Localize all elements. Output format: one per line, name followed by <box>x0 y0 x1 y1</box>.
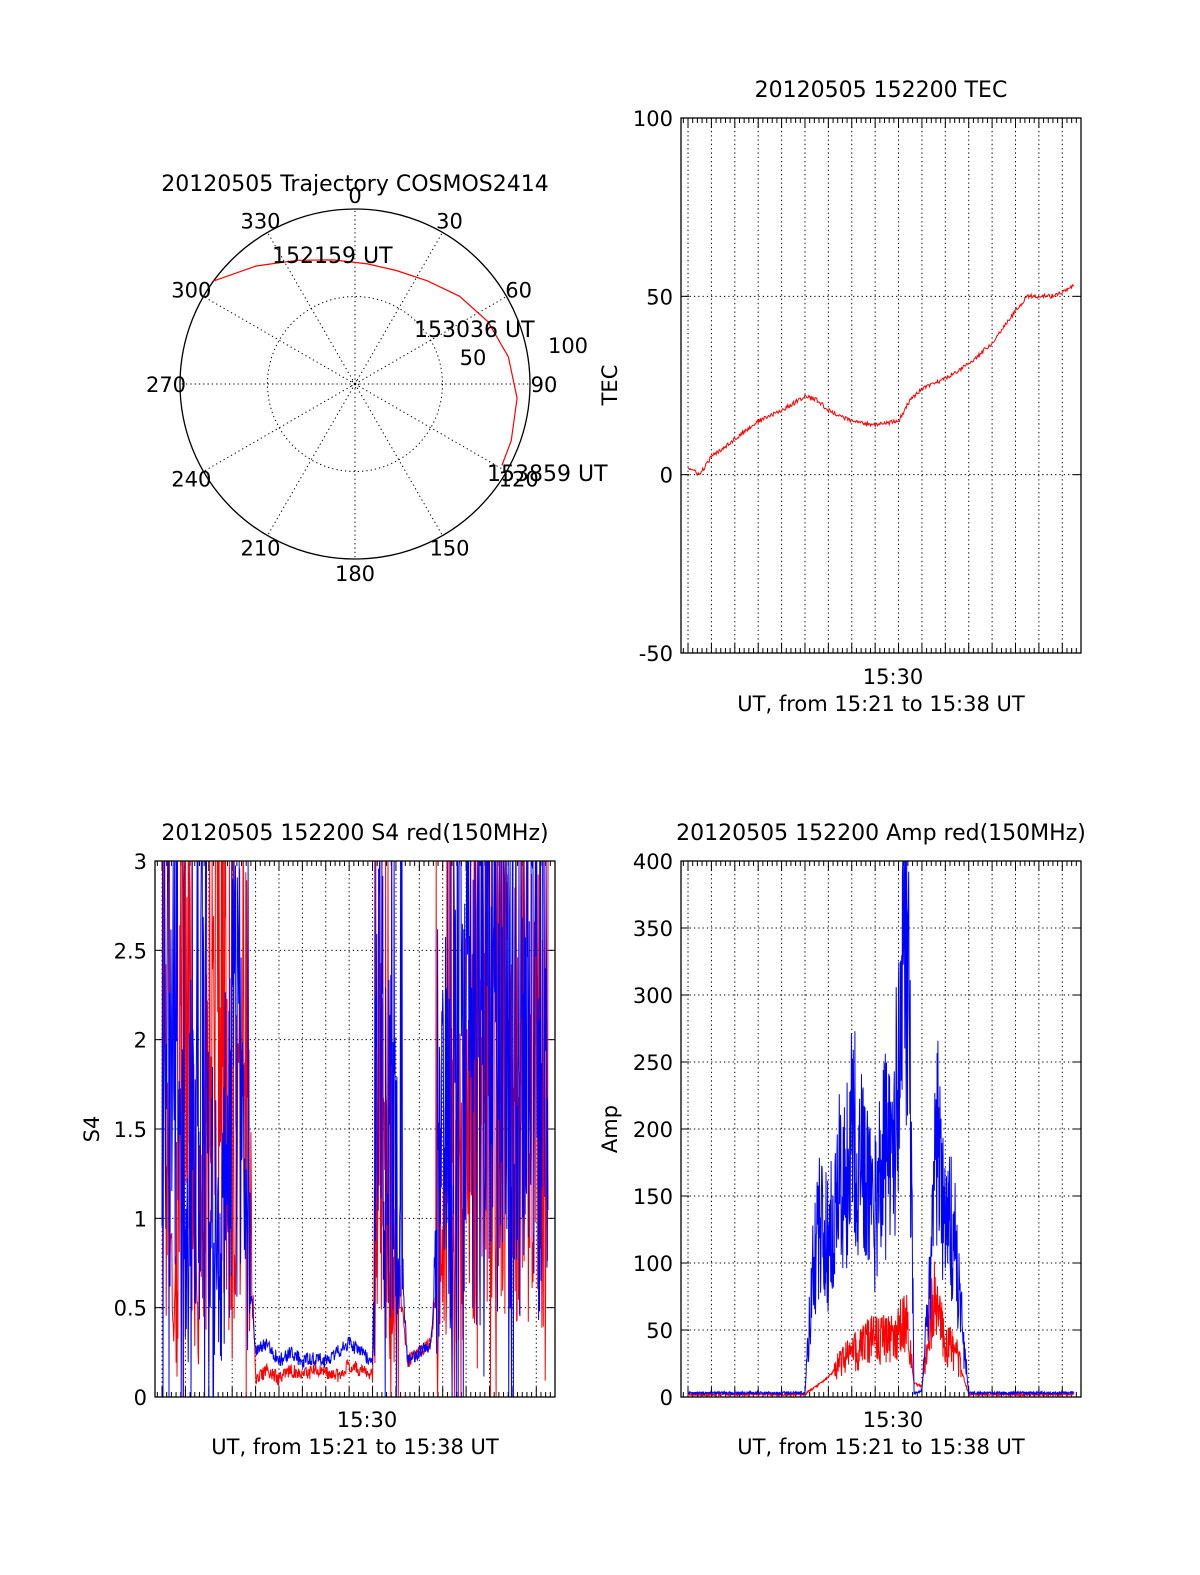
tec-y-tick-label: 100 <box>633 107 673 131</box>
tec-y-ticks: -50 0 50 100 <box>633 107 1082 666</box>
tec-x-axis-label: UT, from 15:21 to 15:38 UT <box>737 692 1025 716</box>
amp-y-tick-label: 200 <box>633 1118 673 1142</box>
trajectory-mid-label: 153036 UT <box>414 318 535 343</box>
trajectory-end-label: 153859 UT <box>487 462 608 487</box>
polar-spoke-210 <box>267 383 356 536</box>
tec-title: 20120505 152200 TEC <box>755 78 1008 103</box>
polar-angle-label-150: 150 <box>429 537 469 561</box>
trajectory-title: 20120505 Trajectory COSMOS2414 <box>161 172 548 197</box>
amp-grid <box>681 861 1081 1397</box>
s4-line-blue <box>161 860 549 1398</box>
polar-spoke-300 <box>203 296 356 385</box>
tec-series <box>687 283 1075 477</box>
polar-center <box>351 380 359 388</box>
trajectory-series <box>213 259 518 466</box>
s4-y-tick-label: 1 <box>134 1207 147 1231</box>
tec-x-tick-label: 15:30 <box>863 665 924 689</box>
s4-y-tick-label: 1.5 <box>114 1118 147 1142</box>
polar-angle-label-30: 30 <box>436 209 463 233</box>
amp-panel: 20120505 152200 Amp red(150MHz) 0 50 100 15… <box>598 821 1086 1459</box>
s4-x-axis-label: UT, from 15:21 to 15:38 UT <box>211 1435 499 1459</box>
polar-angle-label-90: 90 <box>531 373 558 397</box>
amp-y-tick-label: 300 <box>633 984 673 1008</box>
amp-y-axis-label: Amp <box>598 1105 622 1153</box>
trajectory-start-label: 152159 UT <box>272 244 393 269</box>
s4-plot-frame <box>154 860 556 1398</box>
tec-grid <box>681 118 1081 653</box>
amp-x-tick-label: 15:30 <box>863 1408 924 1432</box>
amp-y-tick-label: 400 <box>633 850 673 874</box>
polar-angle-label-180: 180 <box>335 562 375 586</box>
polar-ring-50 <box>267 296 443 472</box>
s4-x-tick-label: 15:30 <box>337 1408 398 1432</box>
amp-title: 20120505 152200 Amp red(150MHz) <box>676 821 1086 846</box>
tec-y-axis-label: TEC <box>598 365 622 407</box>
amp-y-tick-label: 50 <box>646 1319 673 1343</box>
tec-panel: 20120505 152200 TEC -50 0 50 100 15:30 UT, … <box>598 78 1082 716</box>
trajectory-line <box>213 259 518 466</box>
polar-radial-label-100: 100 <box>548 334 588 358</box>
amp-y-tick-label: 350 <box>633 917 673 941</box>
s4-y-tick-label: 3 <box>134 850 147 874</box>
polar-spoke-120 <box>354 383 507 472</box>
s4-y-axis-label: S4 <box>80 1116 104 1143</box>
polar-angle-label-120: 120 <box>499 468 539 492</box>
amp-plot-frame <box>680 860 1082 1398</box>
polar-angle-label-60: 60 <box>505 279 532 303</box>
tec-y-tick-label: -50 <box>639 642 673 666</box>
polar-angle-label-240: 240 <box>171 468 211 492</box>
s4-y-tick-label: 0 <box>134 1386 147 1410</box>
polar-angle-label-300: 300 <box>171 279 211 303</box>
amp-y-ticks: 0 50 100 150 200 250 300 350 400 <box>633 850 1082 1410</box>
polar-angle-label-270: 270 <box>146 373 186 397</box>
amp-line-blue <box>687 860 1075 1397</box>
amp-y-tick-label: 100 <box>633 1252 673 1276</box>
polar-radial-label-50: 50 <box>460 346 487 370</box>
polar-angle-label-0: 0 <box>348 184 361 208</box>
s4-title: 20120505 152200 S4 red(150MHz) <box>161 821 548 846</box>
polar-outer-circle <box>179 208 531 560</box>
s4-y-tick-label: 2 <box>134 1029 147 1053</box>
amp-series <box>687 860 1075 1398</box>
polar-angle-label-210: 210 <box>240 537 280 561</box>
amp-y-tick-label: 150 <box>633 1185 673 1209</box>
tec-line-red <box>687 283 1075 477</box>
polar-grid <box>180 209 530 559</box>
s4-y-tick-label: 2.5 <box>114 939 147 963</box>
polar-angle-labels: 0 30 60 90 120 150 180 210 240 270 300 330 <box>146 184 557 586</box>
amp-y-tick-label: 0 <box>660 1386 673 1410</box>
amp-x-axis-label: UT, from 15:21 to 15:38 UT <box>737 1435 1025 1459</box>
polar-angle-label-330: 330 <box>240 209 280 233</box>
tec-plot-frame <box>680 117 1082 654</box>
trajectory-panel: 20120505 Trajectory COSMOS2414 0 30 60 90 12… <box>146 172 608 586</box>
s4-series <box>161 860 549 1398</box>
s4-panel: 20120505 152200 S4 red(150MHz) 0 0.5 1 1.5 2… <box>80 821 556 1459</box>
amp-y-tick-label: 250 <box>633 1051 673 1075</box>
tec-y-tick-label: 0 <box>660 464 673 488</box>
s4-y-tick-label: 0.5 <box>114 1297 147 1321</box>
amp-line-red <box>687 1261 1075 1398</box>
tec-y-tick-label: 50 <box>646 285 673 309</box>
